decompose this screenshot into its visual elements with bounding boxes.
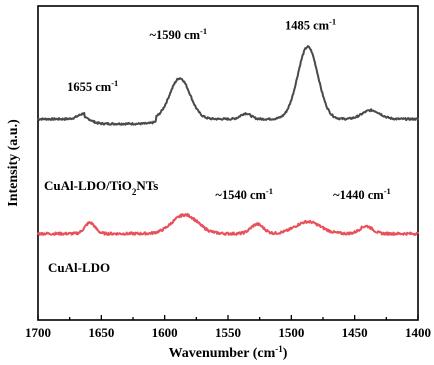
x-axis-title-text: Wavenumber (cm xyxy=(169,346,276,361)
series-layer xyxy=(37,45,419,236)
series-line-2 xyxy=(37,213,419,236)
x-tick-label: 1650 xyxy=(88,325,114,340)
peak-annotation: 1485 cm-1 xyxy=(285,17,336,33)
x-axis-title: Wavenumber (cm-1) xyxy=(169,344,288,361)
x-tick-label: 1600 xyxy=(152,325,178,340)
peak-annotation-sup: -1 xyxy=(384,186,391,196)
peak-annotation-text: ~1590 cm xyxy=(149,28,200,42)
peak-annotation: ~1440 cm-1 xyxy=(333,186,391,202)
peak-annotation-text: ~1440 cm xyxy=(333,188,384,202)
x-tick-label: 1700 xyxy=(25,325,51,340)
x-tick-label: 1500 xyxy=(278,325,304,340)
x-tick-label: 1400 xyxy=(405,325,431,340)
annotations-layer: 1655 cm-1~1590 cm-1 1485 cm-1~1540 cm-1 ~1… xyxy=(67,17,391,203)
x-tick-label: 1550 xyxy=(215,325,241,340)
series-label-1: CuAl-LDO/TiO2NTs xyxy=(44,178,158,197)
peak-annotation-sup: -1 xyxy=(111,78,118,88)
series-label-part: CuAl-LDO/TiO xyxy=(44,178,132,193)
peak-annotation-sup: -1 xyxy=(266,186,273,196)
plot-area: 1700 1650 1600 1550 1500 1450 1400 1655 cm-1~1… xyxy=(25,5,431,340)
x-axis-ticks: 1700 1650 1600 1550 1500 1450 1400 xyxy=(25,315,431,340)
series-label-part: NTs xyxy=(136,178,158,193)
peak-annotation: ~1590 cm-1 xyxy=(149,26,207,42)
series-label-part: 2 xyxy=(132,187,137,197)
series-labels-layer: CuAl-LDO/TiO2NTs CuAl-LDO xyxy=(44,178,158,275)
x-axis-title-tail: ) xyxy=(283,346,288,361)
series-label-2: CuAl-LDO xyxy=(48,260,110,275)
peak-annotation-sup: -1 xyxy=(329,17,336,27)
peak-annotation: 1655 cm-1 xyxy=(67,78,118,94)
peak-annotation-text: 1655 cm xyxy=(67,80,112,94)
series-line-1 xyxy=(37,45,419,126)
x-tick-label: 1450 xyxy=(342,325,368,340)
peak-annotation-sup: -1 xyxy=(200,26,207,36)
peak-annotation: ~1540 cm-1 xyxy=(215,186,273,202)
peak-annotation-text: 1485 cm xyxy=(285,19,330,33)
peak-annotation-text: ~1540 cm xyxy=(215,188,266,202)
y-axis-title: Intensity (a.u.) xyxy=(6,119,21,207)
x-axis-title-sup: -1 xyxy=(275,344,283,354)
series-label-part: CuAl-LDO xyxy=(48,260,110,275)
